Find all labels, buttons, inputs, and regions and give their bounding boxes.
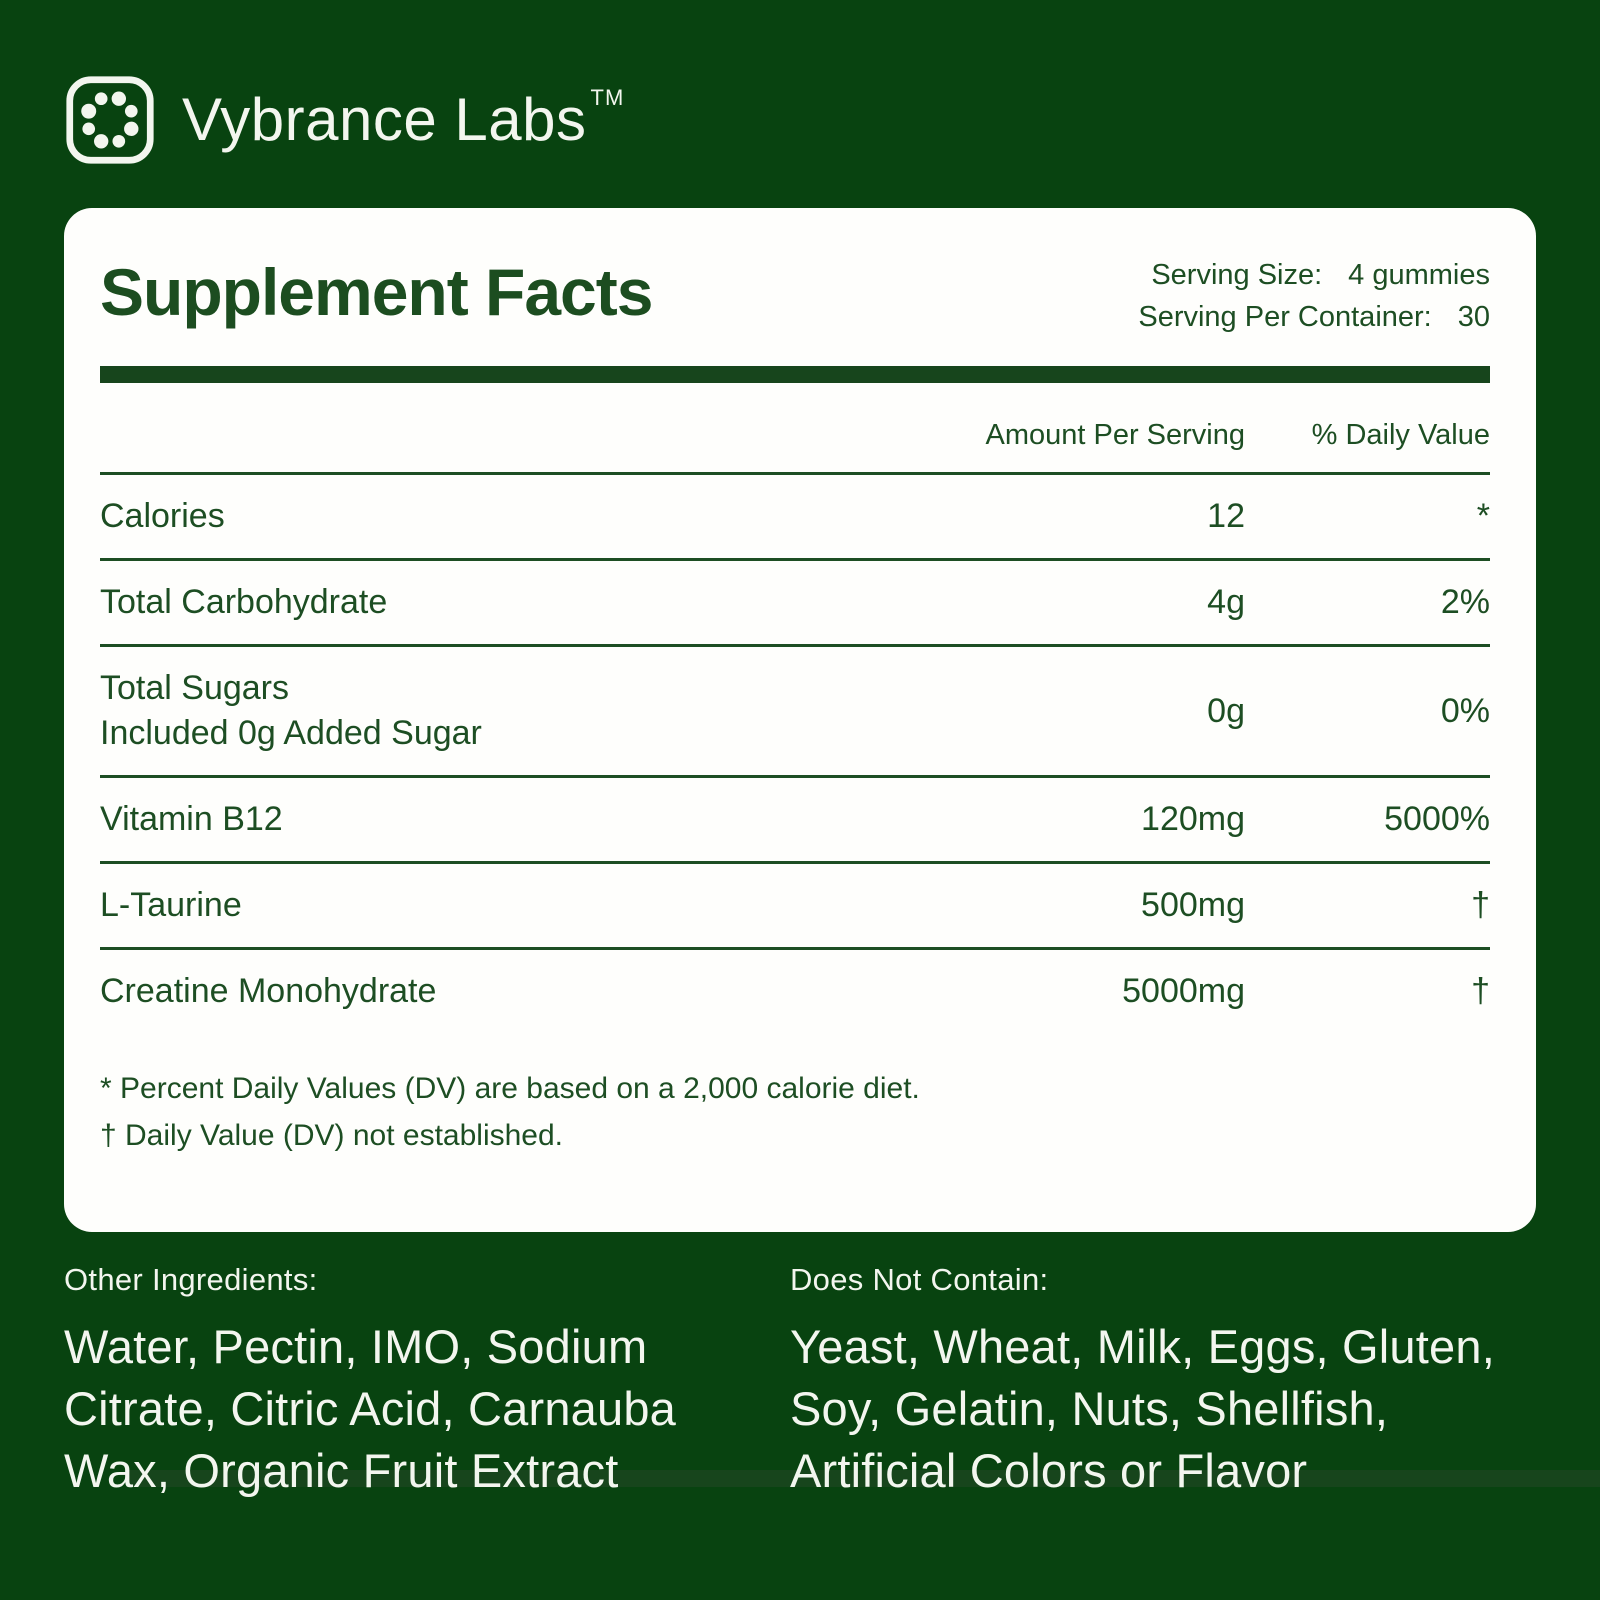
nutrient-daily-value: * [1476, 497, 1490, 535]
servings-per-container-value: 30 [1457, 301, 1490, 333]
facts-row: Calories 12 * [100, 475, 1490, 561]
nutrient-name: L-Taurine [100, 886, 242, 924]
facts-row: Total Sugars Included 0g Added Sugar 0g 0% [100, 647, 1490, 778]
nutrient-daily-value: 5000% [1384, 800, 1490, 838]
nutrient-amount: 500mg [1141, 886, 1245, 924]
facts-row: Creatine Monohydrate 5000mg † [100, 950, 1490, 1033]
col-header-daily-value: % Daily Value [1311, 419, 1490, 451]
footnotes: * Percent Daily Values (DV) are based on… [100, 1065, 1490, 1159]
serving-size-label: Serving Size: [1151, 259, 1323, 291]
servings-per-container-label: Serving Per Container: [1138, 301, 1432, 333]
other-ingredients-label: Other Ingredients: [64, 1262, 318, 1297]
footnote-asterisk: * Percent Daily Values (DV) are based on… [100, 1072, 920, 1105]
facts-row: Total Carbohydrate 4g 2% [100, 561, 1490, 647]
panel-header: Supplement Facts Serving Size: 4 gummies… [100, 252, 1490, 338]
nutrient-name: Vitamin B12 [100, 800, 283, 838]
nutrient-daily-value: 2% [1440, 583, 1490, 621]
serving-info: Serving Size: 4 gummies Serving Per Cont… [1138, 254, 1490, 338]
divider-thick-bottom [128, 1470, 1600, 1487]
supplement-facts-panel: Supplement Facts Serving Size: 4 gummies… [64, 208, 1600, 1487]
facts-row: Vitamin B12 120mg 5000% [100, 778, 1490, 864]
footnote-dagger: † Daily Value (DV) not established. [100, 1119, 564, 1152]
bottom-section: Other Ingredients: Water, Pectin, IMO, S… [64, 1262, 1536, 1502]
divider-thick-top [100, 366, 1490, 383]
brand-name: Vybrance Labs TM [182, 87, 623, 150]
nutrient-amount: 120mg [1141, 800, 1245, 838]
serving-size-line: Serving Size: 4 gummies [1138, 254, 1490, 296]
facts-column-headers: Amount Per Serving % Daily Value [100, 383, 1490, 475]
serving-size-value: 4 gummies [1348, 259, 1490, 291]
nutrient-name: Creatine Monohydrate [100, 972, 437, 1010]
nutrient-name: Total Carbohydrate [100, 583, 388, 621]
does-not-contain-block: Does Not Contain: Yeast, Wheat, Milk, Eg… [790, 1262, 1536, 1502]
col-header-amount: Amount Per Serving [985, 419, 1245, 451]
nutrient-amount: 5000mg [1122, 972, 1245, 1010]
trademark-symbol: TM [590, 85, 625, 110]
other-ingredients-body: Water, Pectin, IMO, Sodium Citrate, Citr… [64, 1320, 677, 1497]
panel-title: Supplement Facts [100, 255, 653, 329]
nutrient-daily-value: † [1471, 972, 1490, 1010]
nutrient-amount: 4g [1207, 583, 1245, 621]
brand-header: Vybrance Labs TM [64, 74, 623, 166]
nutrient-daily-value: † [1471, 886, 1490, 924]
servings-per-container-line: Serving Per Container: 30 [1138, 296, 1490, 338]
brand-logo-icon [66, 76, 154, 164]
nutrient-name: Calories [100, 497, 225, 535]
brand-name-text: Vybrance Labs [182, 86, 587, 153]
does-not-contain-label: Does Not Contain: [790, 1262, 1049, 1297]
facts-row: L-Taurine 500mg † [100, 864, 1490, 950]
does-not-contain-body: Yeast, Wheat, Milk, Eggs, Gluten, Soy, G… [790, 1320, 1495, 1497]
nutrient-amount: 12 [1207, 497, 1245, 535]
nutrient-name: Total Sugars Included 0g Added Sugar [100, 669, 482, 752]
nutrient-daily-value: 0% [1440, 691, 1490, 730]
nutrient-amount: 0g [1207, 691, 1245, 730]
other-ingredients-block: Other Ingredients: Water, Pectin, IMO, S… [64, 1262, 790, 1502]
facts-rows: Calories 12 * Total Carbohydrate 4g 2% Total S… [100, 475, 1490, 1033]
